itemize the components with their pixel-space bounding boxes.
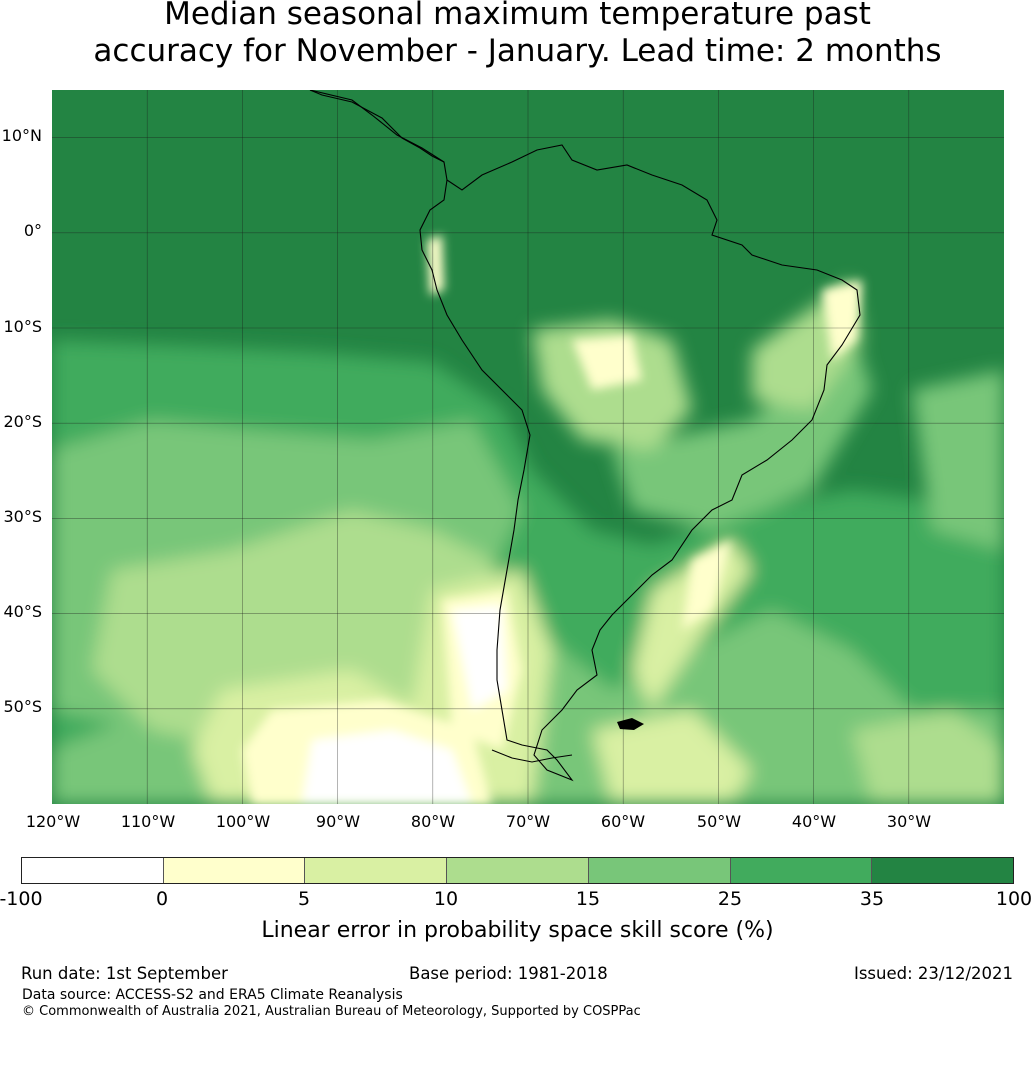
lon-label: 90°W: [315, 812, 361, 831]
lat-label: 40°S: [3, 602, 42, 621]
lon-label: 50°W: [696, 812, 742, 831]
colorbar-tick-label: 25: [717, 888, 743, 910]
colorbar-segment: [22, 858, 164, 883]
falkland-islands: [617, 718, 644, 730]
data-source: Data source: ACCESS-S2 and ERA5 Climate …: [22, 987, 403, 1003]
lon-label: 70°W: [505, 812, 551, 831]
colorbar-tick-label: 5: [297, 888, 311, 910]
lat-label: 0°: [23, 221, 42, 240]
colorbar-tick-label: 15: [575, 888, 601, 910]
skill-score-low-values: [242, 235, 862, 804]
lon-label: 100°W: [215, 812, 271, 831]
colorbar-segment: [163, 858, 306, 883]
lon-label: 30°W: [886, 812, 932, 831]
colorbar-tick-label: 35: [859, 888, 885, 910]
colorbar-tick-label: 100: [995, 888, 1033, 910]
colorbar-label: Linear error in probability space skill …: [261, 918, 774, 943]
colorbar-tick-label: 10: [433, 888, 459, 910]
lat-label: 50°S: [3, 697, 42, 716]
issued-date: Issued: 23/12/2021: [853, 964, 1013, 983]
colorbar-segment: [588, 858, 731, 883]
south-america-coastline: [309, 90, 861, 782]
central-america-coastline: [309, 90, 445, 163]
colorbar-segment: [730, 858, 873, 883]
lon-label: 110°W: [120, 812, 176, 831]
lat-label: 20°S: [3, 412, 42, 431]
lat-label: 10°S: [3, 317, 42, 336]
lon-label: 80°W: [410, 812, 456, 831]
lon-label: 40°W: [791, 812, 837, 831]
colorbar-tick-label: 0: [155, 888, 169, 910]
colorbar: [21, 857, 1014, 884]
tierra-del-fuego: [491, 749, 573, 763]
colorbar-segment: [447, 858, 589, 883]
skill-score-map: [52, 90, 1004, 804]
map-title-line-1: Median seasonal maximum temperature past: [164, 0, 871, 32]
base-period: Base period: 1981-2018: [409, 964, 608, 983]
map-title-line-2: accuracy for November - January. Lead ti…: [93, 33, 942, 69]
copyright: © Commonwealth of Australia 2021, Austra…: [22, 1004, 641, 1019]
lon-label: 120°W: [25, 812, 81, 831]
run-date: Run date: 1st September: [21, 964, 228, 983]
lat-label: 10°N: [1, 126, 42, 145]
colorbar-segment: [872, 858, 1014, 883]
colorbar-tick-label: -100: [0, 888, 43, 910]
lat-label: 30°S: [3, 507, 42, 526]
colorbar-segment: [305, 858, 448, 883]
lon-label: 60°W: [600, 812, 646, 831]
